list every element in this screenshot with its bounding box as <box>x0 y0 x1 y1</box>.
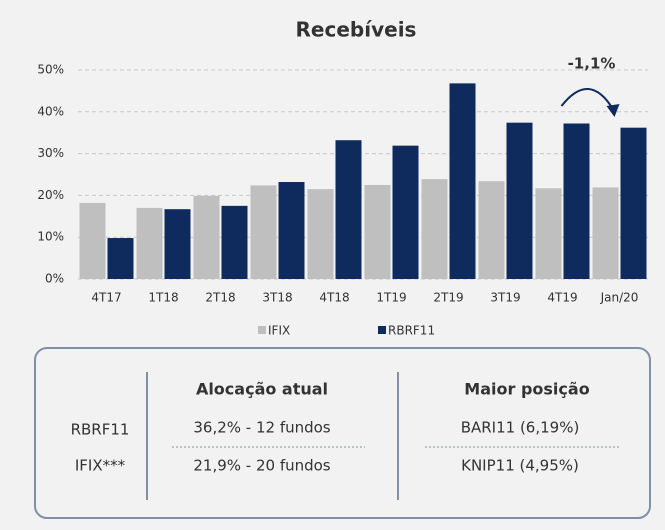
y-tick-label: 20% <box>37 188 64 202</box>
x-tick-label: Jan/20 <box>600 291 639 305</box>
x-tick-label: 1T19 <box>376 291 406 305</box>
bar <box>79 202 106 279</box>
table-panel <box>34 347 651 519</box>
x-tick-label: 4T17 <box>91 291 121 305</box>
y-tick-label: 40% <box>37 104 64 118</box>
bar <box>449 83 476 279</box>
bar <box>136 207 163 279</box>
x-tick-label: 1T18 <box>148 291 178 305</box>
bar <box>221 205 248 279</box>
annotation-arrow <box>560 88 615 111</box>
annotation: -1,1% <box>568 55 616 73</box>
bar <box>335 140 362 279</box>
legend-swatch <box>378 326 386 334</box>
x-tick-label: 4T19 <box>547 291 577 305</box>
x-tick-label: 3T18 <box>262 291 292 305</box>
cell: 21,9% - 20 fundos <box>193 457 330 475</box>
cell: 36,2% - 12 fundos <box>193 419 330 437</box>
y-tick-label: 10% <box>37 230 64 244</box>
bar <box>392 145 419 279</box>
cell: KNIP11 (4,95%) <box>461 457 579 475</box>
bar <box>620 127 647 280</box>
legend-label: RBRF11 <box>388 324 435 338</box>
chart-title: Recebíveis <box>296 18 417 42</box>
bar <box>478 181 505 279</box>
y-tick-label: 50% <box>37 63 64 77</box>
cell: BARI11 (6,19%) <box>461 419 580 437</box>
column-header: Alocação atual <box>196 380 328 399</box>
bar <box>250 185 277 279</box>
x-tick-label: 4T18 <box>319 291 349 305</box>
bar <box>506 122 533 279</box>
bar <box>307 189 334 279</box>
bar <box>364 184 391 279</box>
bar <box>193 195 220 279</box>
y-tick-label: 0% <box>45 272 64 286</box>
legend-swatch <box>258 326 266 334</box>
bar <box>535 188 562 279</box>
x-tick-label: 2T19 <box>433 291 463 305</box>
bar <box>421 179 448 279</box>
row-label: RBRF11 <box>71 421 130 439</box>
x-tick-label: 3T19 <box>490 291 520 305</box>
column-header: Maior posição <box>464 380 589 399</box>
bar <box>107 238 134 279</box>
bar <box>164 209 191 279</box>
bar <box>278 182 305 279</box>
row-label: IFIX*** <box>75 457 126 475</box>
annotation-arrowhead <box>606 104 620 117</box>
y-tick-label: 30% <box>37 146 64 160</box>
x-tick-label: 2T18 <box>205 291 235 305</box>
bar <box>592 187 619 279</box>
bar <box>563 123 590 279</box>
legend-label: IFIX <box>268 324 290 338</box>
